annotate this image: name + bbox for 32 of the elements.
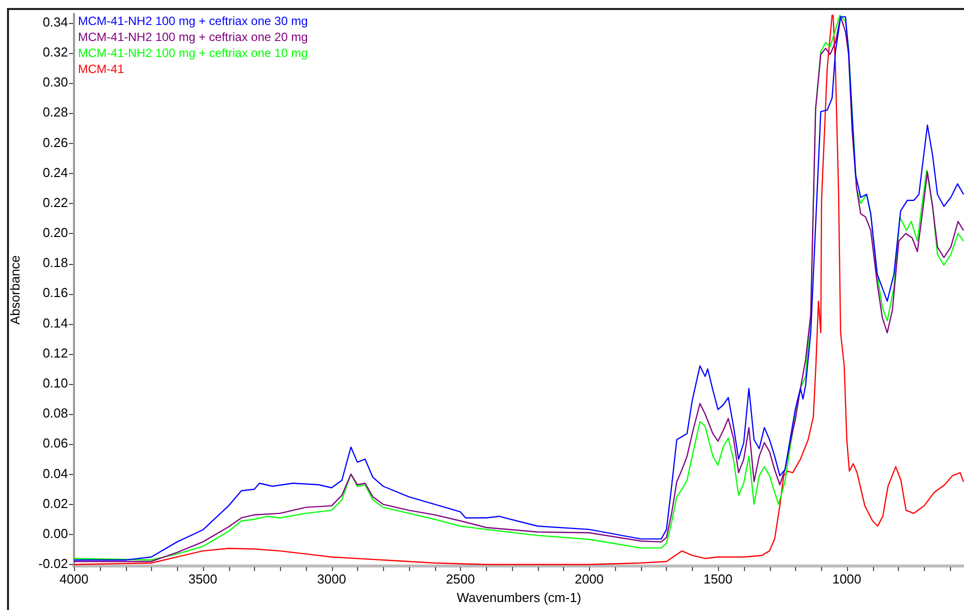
y-tick-label: 0.30	[42, 74, 68, 90]
y-tick-label: 0.00	[42, 526, 68, 541]
x-tick-label: 2000	[574, 571, 604, 586]
y-tick-label: 0.28	[42, 104, 68, 120]
x-tick-label: 2500	[446, 571, 475, 586]
y-tick-label: 0.20	[42, 225, 68, 240]
text: MCM-41	[78, 62, 124, 76]
y-tick-label: 0.22	[42, 194, 68, 210]
x-tick-label: 4000	[60, 571, 88, 586]
x-tick-label: 3000	[317, 571, 346, 586]
y-tick-label: 0.04	[42, 466, 68, 481]
y-axis-title: Absorbance	[7, 255, 22, 325]
y-tick-label: 0.24	[42, 164, 68, 180]
x-tick-label: 1000	[832, 571, 862, 586]
text: MCM-41-NH2 100 mg + ceftriax one 30 mg	[78, 14, 308, 28]
y-tick-label: 0.32	[42, 44, 68, 60]
text: MCM-41-NH2 100 mg + ceftriax one 20 mg	[78, 30, 308, 44]
y-tick-label: 0.06	[42, 436, 68, 451]
x-tick-label: 3500	[188, 571, 218, 586]
y-tick-label: 0.14	[42, 315, 68, 330]
text: MCM-41-NH2 100 mg + ceftriax one 10 mg	[78, 46, 308, 60]
x-axis-title: Wavenumbers (cm-1)	[456, 590, 582, 605]
y-tick-label: -0.02	[38, 556, 68, 572]
y-tick-label: 0.26	[42, 134, 68, 150]
y-tick-label: 0.10	[42, 376, 68, 391]
y-tick-label: 0.08	[42, 406, 68, 421]
y-tick-label: 0.18	[42, 255, 68, 270]
x-tick-label: 1500	[704, 571, 732, 586]
y-tick-label: 0.16	[42, 285, 68, 300]
y-tick-label: 0.34	[42, 14, 68, 30]
y-tick-label: 0.02	[42, 496, 68, 511]
y-tick-label: 0.12	[42, 345, 68, 360]
